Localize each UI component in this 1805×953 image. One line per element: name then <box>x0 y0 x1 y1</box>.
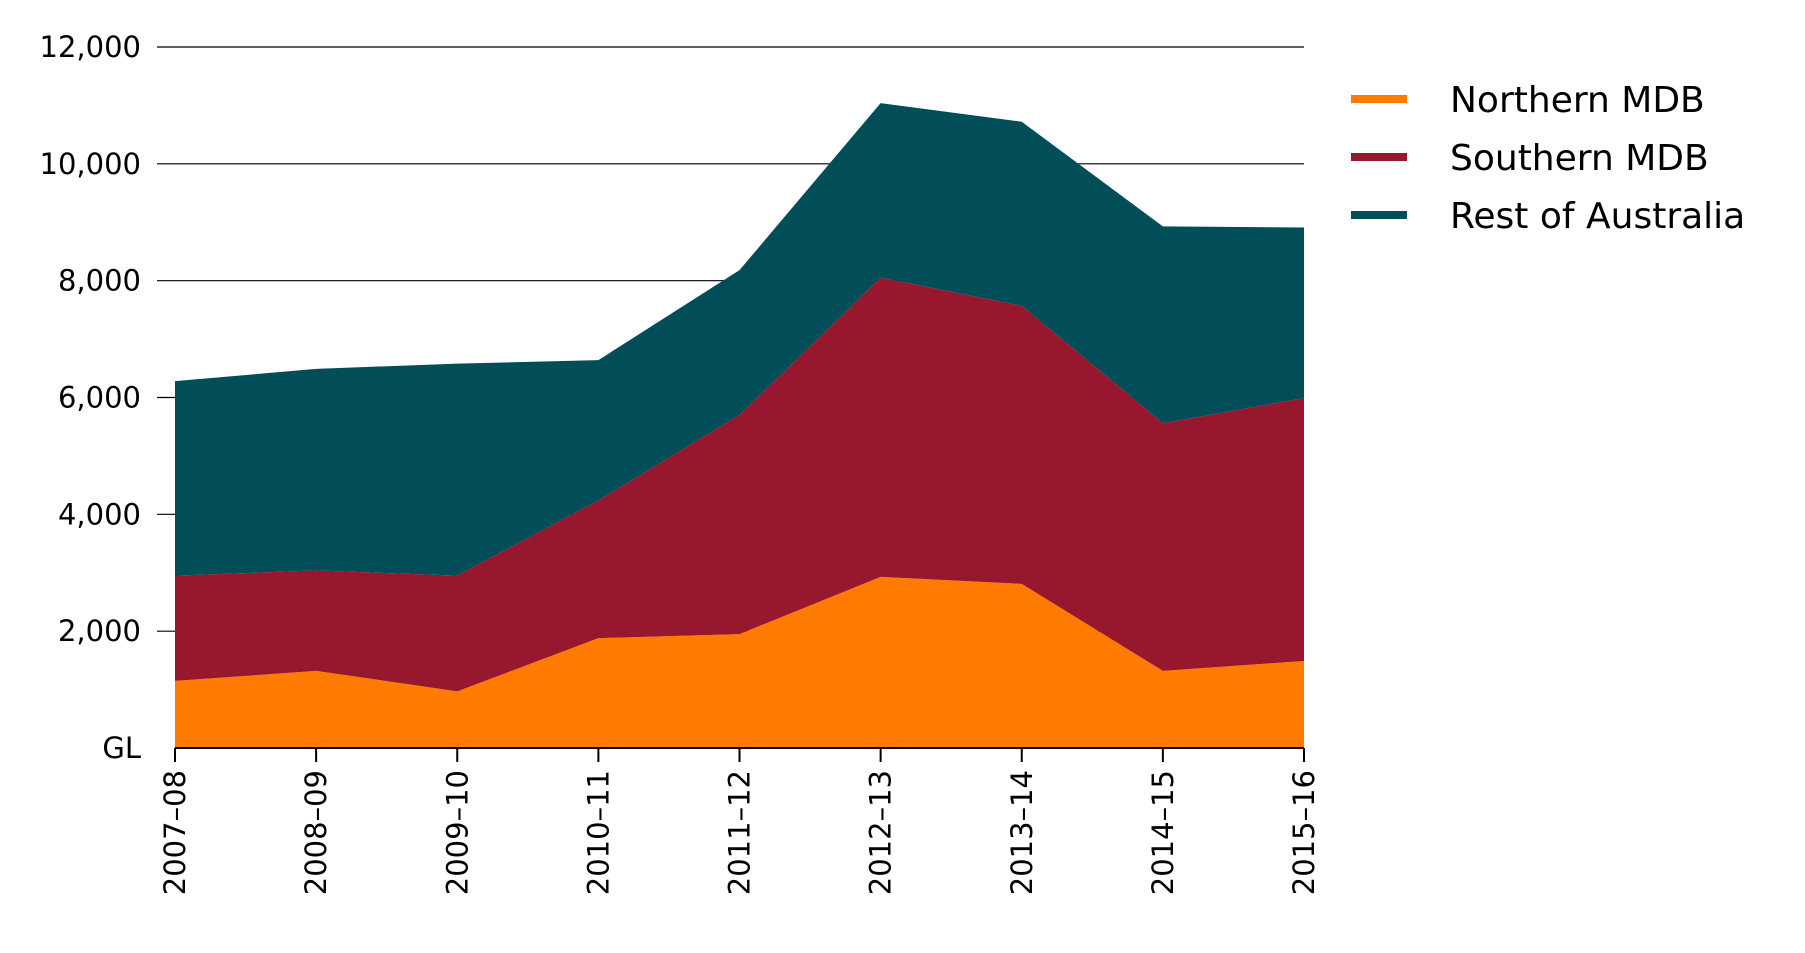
x-tick-label: 2008–09 <box>299 770 333 895</box>
y-tick-label: 12,000 <box>40 30 141 64</box>
y-tick-label: 4,000 <box>58 497 141 531</box>
y-tick-label: 6,000 <box>58 381 141 415</box>
legend-label: Northern MDB <box>1450 80 1705 121</box>
legend-label: Southern MDB <box>1450 138 1709 179</box>
legend-label: Rest of Australia <box>1450 196 1745 237</box>
x-tick-labels: 2007–08 2008–09 2009–10 2010–11 2011–12 2012–… <box>158 770 1321 895</box>
area-rest-of-australia <box>175 103 1304 576</box>
y-tick-label: 10,000 <box>40 147 141 181</box>
y-tick-label: GL <box>102 731 141 765</box>
x-tick-label: 2014–15 <box>1146 770 1180 895</box>
area-series <box>175 103 1304 748</box>
x-tick-label: 2010–11 <box>581 770 615 895</box>
legend-swatch <box>1351 153 1407 161</box>
area-southern-mdb <box>175 277 1304 692</box>
x-tick-label: 2013–14 <box>1005 770 1039 895</box>
y-tick-labels: GL 2,000 4,000 6,000 8,000 10,000 12,000 <box>40 30 141 765</box>
legend-swatch <box>1351 211 1407 219</box>
x-tick-label: 2015–16 <box>1287 770 1321 895</box>
y-tick-label: 8,000 <box>58 264 141 298</box>
x-tick-label: 2012–13 <box>864 770 898 895</box>
y-tick-label: 2,000 <box>58 614 141 648</box>
legend-swatch <box>1351 95 1407 103</box>
x-tick-label: 2011–12 <box>723 770 757 895</box>
x-tick-label: 2007–08 <box>158 770 192 895</box>
legend: Northern MDB Southern MDB Rest of Australi… <box>1351 80 1745 237</box>
area-northern-mdb <box>175 576 1304 748</box>
x-tick-label: 2009–10 <box>440 770 474 895</box>
axes <box>174 747 1305 762</box>
